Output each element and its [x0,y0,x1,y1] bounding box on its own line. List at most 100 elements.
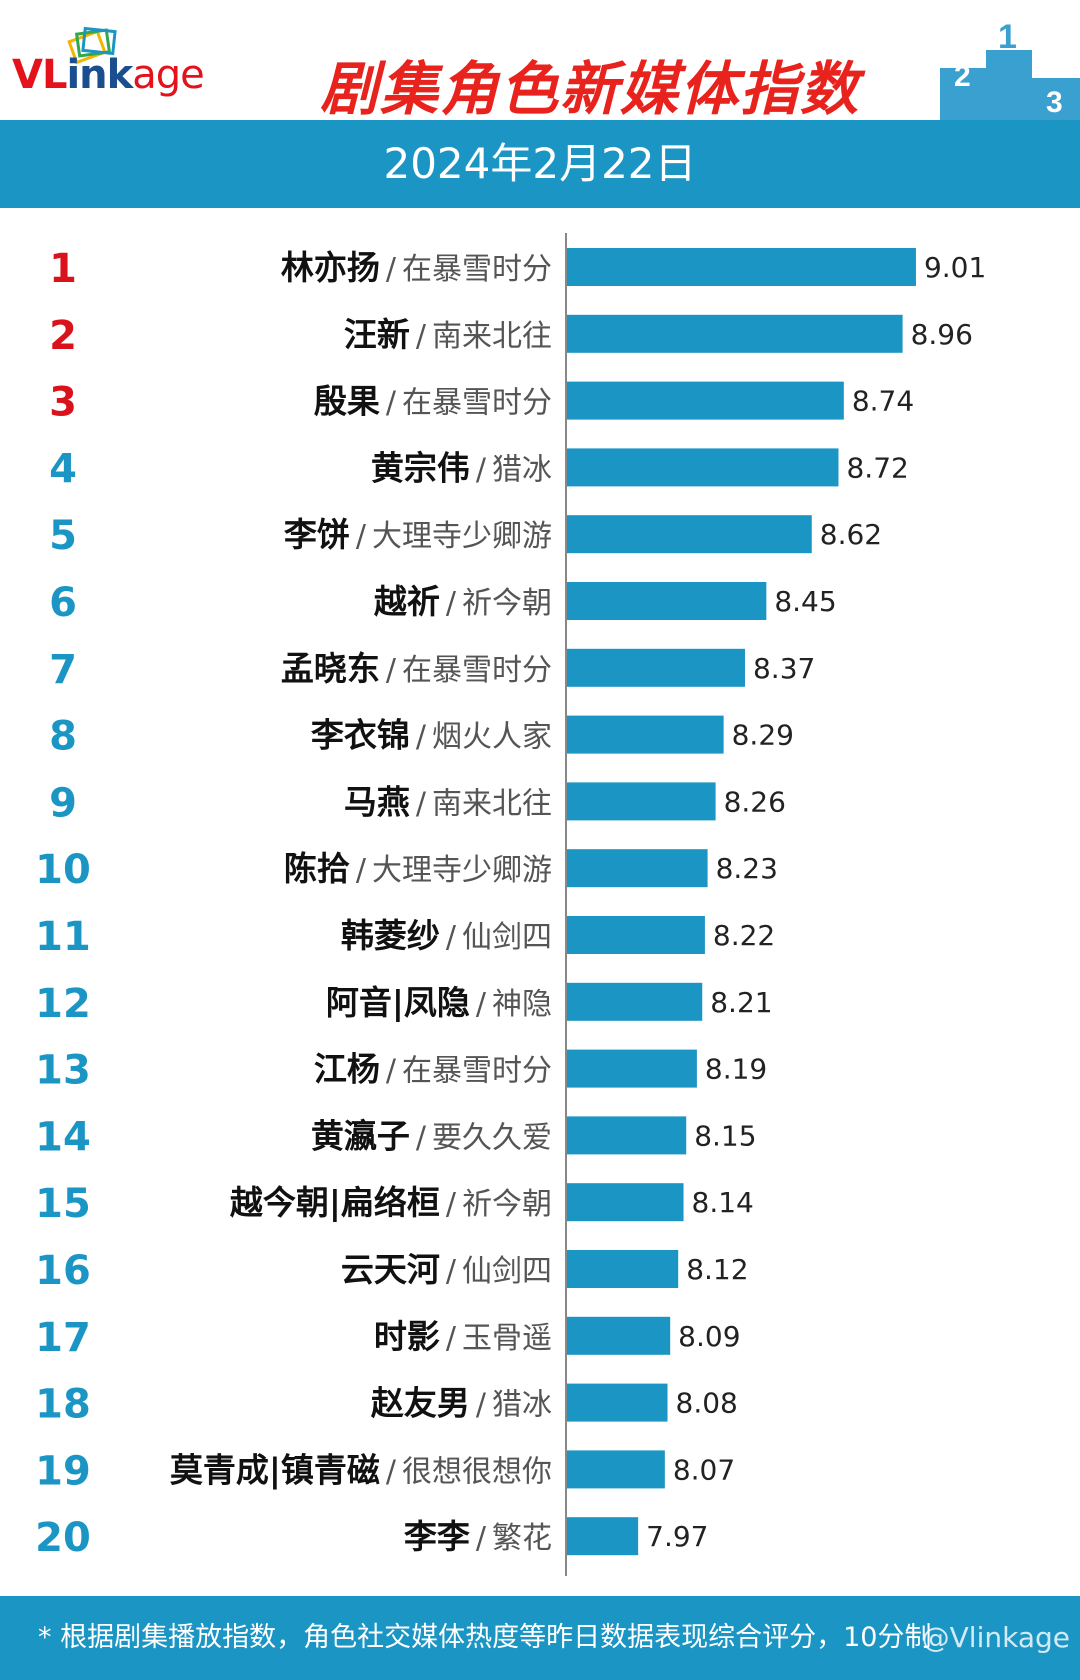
character-name: 韩菱纱 [341,916,440,955]
character-name: 汪新 [344,315,410,354]
rank-number: 13 [35,1048,91,1094]
score-bar [566,849,708,888]
drama-title: 大理寺少卿游 [372,853,552,888]
separator: / [446,1187,457,1222]
drama-title: 猎冰 [492,452,552,487]
score-bar [566,1183,684,1222]
score-value-label: 9.01 [924,251,986,284]
rank-number: 6 [49,580,77,626]
score-value-label: 8.19 [705,1053,767,1086]
row-label: 江杨 / 在暴雪时分 [314,1050,552,1089]
score-value-label: 8.74 [852,385,914,418]
character-name: 马燕 [344,782,410,821]
date-banner: 2024年2月22日 [0,120,1080,208]
score-bar [566,582,767,620]
score-value-label: 8.45 [774,585,836,618]
podium-icon: 2 1 3 [940,20,1080,120]
drama-title: 繁花 [492,1521,552,1556]
row-label: 孟晓东 / 在暴雪时分 [281,649,552,688]
score-bar [566,715,724,754]
drama-title: 猎冰 [492,1388,552,1423]
score-value-label: 8.62 [820,518,882,551]
separator: / [416,786,427,821]
separator: / [386,1454,397,1489]
logo-text-age: age [132,52,205,98]
drama-title: 很想很想你 [402,1454,552,1489]
drama-title: 神隐 [492,987,552,1022]
score-bar [566,1049,697,1088]
separator: / [416,720,427,755]
rank-number: 19 [35,1448,91,1494]
logo-text-ink: ink [66,52,133,98]
separator: / [446,920,457,955]
rank-number: 5 [49,513,77,559]
row-label: 黄宗伟 / 猎冰 [371,448,552,487]
ranking-bar-chart: 1 林亦扬 / 在暴雪时分 9.012 汪新 / 南来北往 8.963 殷果 / 在暴雪时分 8.744… [35,233,986,1576]
separator: / [386,252,397,287]
rank-number: 10 [35,847,91,893]
row-label: 黄瀛子 / 要久久爱 [311,1116,552,1155]
rank-number: 14 [35,1114,91,1160]
separator: / [446,1254,457,1289]
score-bar [566,648,745,687]
drama-title: 在暴雪时分 [402,386,552,421]
logo-frames-icon [67,26,117,65]
separator: / [416,319,427,354]
character-name: 李衣锦 [311,716,410,755]
separator: / [476,452,487,487]
score-value-label: 8.14 [692,1186,754,1219]
separator: / [476,987,487,1022]
character-name: 李饼 [284,515,350,554]
character-name: 云天河 [341,1250,440,1289]
score-bar [566,916,705,954]
character-name: 林亦扬 [281,248,380,287]
rank-number: 12 [35,981,91,1027]
row-label: 李饼 / 大理寺少卿游 [284,515,552,554]
row-label: 时影 / 玉骨遥 [374,1317,552,1356]
rank-number: 2 [49,313,77,359]
rank-number: 4 [49,446,77,492]
score-value-label: 8.26 [724,785,786,818]
logo-wordmark: VLinkage [12,52,205,98]
drama-title: 祈今朝 [462,1187,552,1222]
rank-number: 17 [35,1315,91,1361]
row-label: 李李 / 繁花 [404,1517,552,1556]
rank-number: 20 [35,1515,91,1561]
separator: / [446,1321,457,1356]
score-value-label: 8.96 [911,318,973,351]
row-label: 莫青成|镇青磁 / 很想很想你 [170,1450,552,1489]
character-name: 黄宗伟 [371,448,470,487]
drama-title: 祈今朝 [462,586,552,621]
score-value-label: 8.21 [710,986,772,1019]
drama-title: 烟火人家 [432,720,552,755]
row-label: 韩菱纱 / 仙剑四 [341,916,552,955]
score-value-label: 8.09 [678,1320,740,1353]
character-name: 李李 [404,1517,470,1556]
separator: / [386,1054,397,1089]
footer-note: * 根据剧集播放指数，角色社交媒体热度等昨日数据表现综合评分，10分制 [38,1622,932,1653]
rank-number: 1 [49,246,77,292]
row-label: 林亦扬 / 在暴雪时分 [281,248,552,287]
drama-title: 大理寺少卿游 [372,519,552,554]
character-name: 时影 [374,1317,440,1356]
separator: / [356,519,367,554]
separator: / [386,653,397,688]
rank-number: 11 [35,914,91,960]
character-name: 越今朝|扁络桓 [230,1183,440,1222]
score-value-label: 8.37 [753,652,815,685]
score-bar [566,1383,668,1422]
character-name: 莫青成|镇青磁 [170,1450,380,1489]
row-label: 云天河 / 仙剑四 [341,1250,552,1289]
row-label: 马燕 / 南来北往 [344,782,552,821]
character-name: 越祈 [374,582,440,621]
score-bar [566,1517,639,1556]
drama-title: 在暴雪时分 [402,1054,552,1089]
separator: / [386,386,397,421]
character-name: 孟晓东 [281,649,380,688]
vlinkage-logo: VLinkage [12,22,242,112]
drama-title: 在暴雪时分 [402,653,552,688]
rank-number: 3 [49,380,77,426]
score-value-label: 8.15 [694,1119,756,1152]
score-bar [566,1250,679,1288]
rank-number: 9 [49,780,77,826]
